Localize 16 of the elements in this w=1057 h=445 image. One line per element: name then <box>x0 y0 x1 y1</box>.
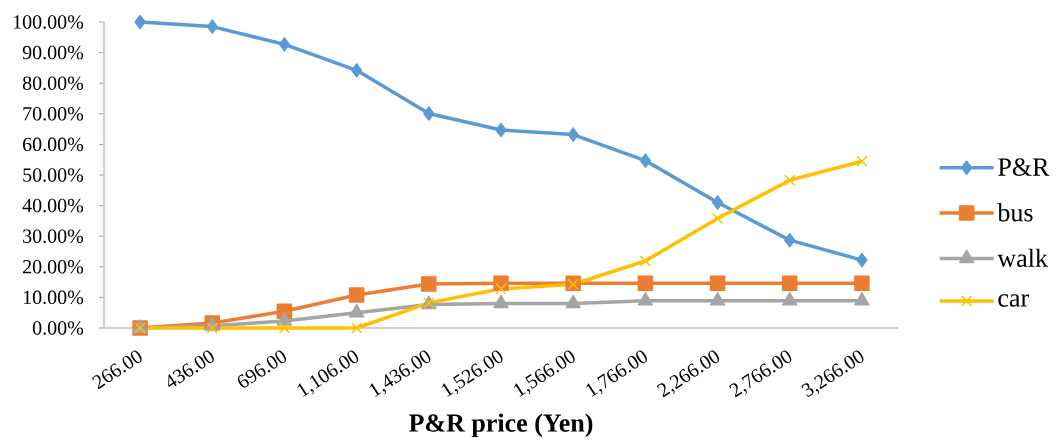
y-tick-label: 0.00% <box>32 321 84 335</box>
y-tick-label: 100.00% <box>13 15 84 29</box>
legend-label: bus <box>997 203 1033 222</box>
y-tick-label: 20.00% <box>23 260 84 274</box>
legend-label: walk <box>997 248 1048 267</box>
legend-label: P&R <box>998 158 1050 176</box>
y-tick-label: 70.00% <box>23 107 84 121</box>
y-tick-label: 40.00% <box>22 198 84 213</box>
y-tick-label: 30.00% <box>23 229 84 243</box>
y-tick-label: 50.00% <box>23 168 84 182</box>
y-tick-label: 10.00% <box>23 290 84 305</box>
y-tick-label: 60.00% <box>23 137 84 152</box>
x-axis-title: P&R price (Yen) <box>409 413 593 438</box>
y-tick-label: 90.00% <box>22 45 84 60</box>
legend-label: car <box>998 294 1029 307</box>
y-tick-label: 80.00% <box>22 76 84 90</box>
